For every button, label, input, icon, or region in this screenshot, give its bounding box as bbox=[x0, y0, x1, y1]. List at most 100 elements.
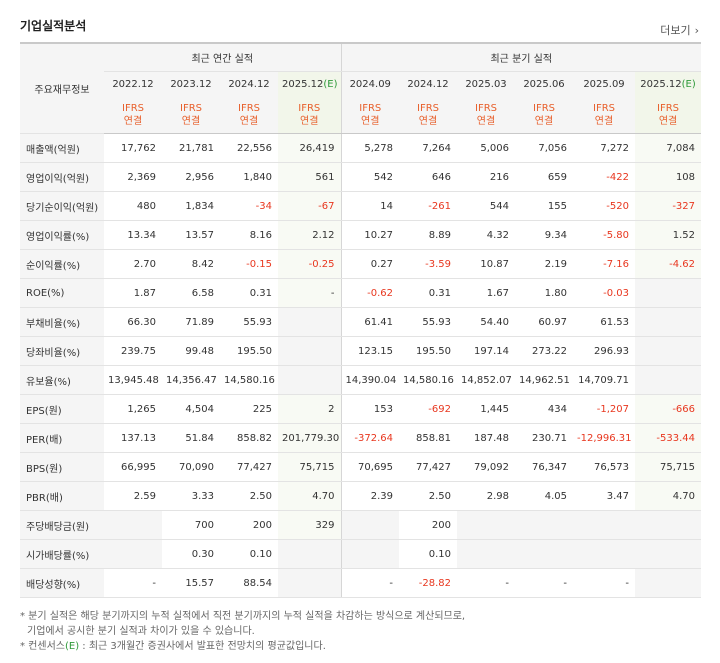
table-cell bbox=[457, 539, 515, 569]
period-header: 2025.09 bbox=[573, 71, 635, 96]
table-cell: -422 bbox=[573, 162, 635, 192]
table-cell bbox=[278, 365, 341, 395]
table-cell: 1,834 bbox=[162, 191, 220, 221]
period-label: 2025.09 bbox=[583, 78, 625, 90]
annual-group-header: 최근 연간 실적 bbox=[104, 43, 341, 72]
table-cell: 21,781 bbox=[162, 133, 220, 163]
period-label: 2024.12 bbox=[228, 78, 270, 90]
table-cell: 14 bbox=[340, 191, 399, 221]
table-cell: 200 bbox=[220, 510, 278, 540]
table-cell: 17,762 bbox=[104, 133, 162, 163]
table-cell: 230.71 bbox=[515, 423, 573, 453]
table-cell: -327 bbox=[635, 191, 702, 221]
basis-ifrs: IFRS bbox=[359, 102, 382, 114]
table-row: 유보율(%) 13,945.48 14,356.47 14,580.16 14,390.… bbox=[20, 365, 702, 395]
row-label: 당기순이익(억원) bbox=[20, 191, 104, 221]
table-cell bbox=[340, 539, 399, 569]
table-cell: 10.87 bbox=[457, 249, 515, 279]
period-header: 2024.12 bbox=[220, 71, 278, 96]
table-row: 시가배당률(%) 0.30 0.10 0.10 bbox=[20, 539, 702, 569]
table-cell: 1.52 bbox=[635, 220, 702, 250]
basis-header: IFRS 연결 bbox=[220, 96, 278, 134]
table-cell: 3.33 bbox=[162, 481, 220, 511]
table-cell bbox=[278, 307, 341, 337]
table-cell: -28.82 bbox=[399, 568, 457, 598]
table-cell bbox=[635, 568, 702, 598]
table-cell bbox=[573, 539, 635, 569]
table-cell: 10.27 bbox=[340, 220, 399, 250]
table-row: BPS(원) 66,995 70,090 77,427 75,715 70,695 77,4… bbox=[20, 452, 702, 482]
basis-ifrs: IFRS bbox=[657, 102, 680, 114]
table-cell: 0.31 bbox=[399, 278, 457, 308]
table-cell: 480 bbox=[104, 191, 162, 221]
table-row: PER(배) 137.13 51.84 858.82 201,779.30 -372.64… bbox=[20, 423, 702, 453]
table-cell bbox=[340, 510, 399, 540]
financial-table: 주요재무정보 최근 연간 실적 최근 분기 실적 2022.12 2023.12 2… bbox=[20, 42, 702, 598]
table-cell: 77,427 bbox=[399, 452, 457, 482]
basis-consolidated: 연결 bbox=[534, 115, 554, 127]
table-cell: 54.40 bbox=[457, 307, 515, 337]
table-cell: 0.10 bbox=[220, 539, 278, 569]
table-cell: 76,573 bbox=[573, 452, 635, 482]
note-2-suffix: : 최근 3개월간 증권사에서 발표한 전망치의 평균값입니다. bbox=[79, 641, 326, 652]
table-cell: 26,419 bbox=[278, 133, 341, 163]
table-cell: 14,390.04 bbox=[340, 365, 399, 395]
basis-header: IFRS 연결 bbox=[399, 96, 457, 134]
table-cell: 55.93 bbox=[399, 307, 457, 337]
basis-ifrs: IFRS bbox=[417, 102, 439, 114]
table-cell: -4.62 bbox=[635, 249, 702, 279]
table-cell: 296.93 bbox=[573, 336, 635, 366]
table-cell: -0.62 bbox=[340, 278, 399, 308]
period-header: 2025.12(E) bbox=[635, 71, 702, 96]
table-cell: 14,580.16 bbox=[399, 365, 457, 395]
row-label: 순이익률(%) bbox=[20, 249, 104, 279]
table-cell: 14,709.71 bbox=[573, 365, 635, 395]
table-cell: 646 bbox=[399, 162, 457, 192]
table-cell: 108 bbox=[635, 162, 702, 192]
table-cell: 14,580.16 bbox=[220, 365, 278, 395]
basis-header: IFRS 연결 bbox=[457, 96, 515, 134]
basis-ifrs: IFRS bbox=[475, 102, 497, 114]
table-cell: -261 bbox=[399, 191, 457, 221]
table-cell: 4.70 bbox=[635, 481, 702, 511]
basis-ifrs: IFRS bbox=[122, 102, 144, 114]
table-cell: 2.50 bbox=[399, 481, 457, 511]
table-cell bbox=[635, 539, 702, 569]
period-label: 2025.06 bbox=[523, 78, 565, 90]
table-cell: 858.81 bbox=[399, 423, 457, 453]
table-cell: 1,840 bbox=[220, 162, 278, 192]
table-row: 당좌비율(%) 239.75 99.48 195.50 123.15 195.50 197.… bbox=[20, 336, 702, 366]
row-label: 주당배당금(원) bbox=[20, 510, 104, 540]
period-label: 2025.12 bbox=[640, 78, 682, 90]
basis-ifrs: IFRS bbox=[533, 102, 555, 114]
basis-consolidated: 연결 bbox=[361, 115, 380, 127]
basis-ifrs: IFRS bbox=[238, 102, 260, 114]
table-cell: -34 bbox=[220, 191, 278, 221]
table-cell: 13.34 bbox=[104, 220, 162, 250]
row-label: 당좌비율(%) bbox=[20, 336, 104, 366]
row-label: 부채비율(%) bbox=[20, 307, 104, 337]
table-cell bbox=[635, 365, 702, 395]
table-cell: 66.30 bbox=[104, 307, 162, 337]
basis-header: IFRS 연결 bbox=[104, 96, 162, 134]
table-cell bbox=[278, 336, 341, 366]
table-row: 영업이익(억원) 2,369 2,956 1,840 561 542 646 216 659 -4… bbox=[20, 162, 702, 192]
table-cell: 1,265 bbox=[104, 394, 162, 424]
table-cell: 9.34 bbox=[515, 220, 573, 250]
note-1: * 분기 실적은 해당 분기까지의 누적 실적에서 직전 분기까지의 누적 실적… bbox=[20, 611, 466, 622]
table-cell: 7,272 bbox=[573, 133, 635, 163]
note-2-mark: (E) bbox=[64, 641, 80, 652]
period-label: 2025.03 bbox=[465, 78, 507, 90]
period-header: 2025.12(E) bbox=[278, 71, 341, 96]
table-cell: 13,945.48 bbox=[104, 365, 162, 395]
more-link[interactable]: 더보기 › bbox=[660, 22, 699, 38]
estimate-mark: (E) bbox=[323, 78, 338, 90]
table-cell: 70,090 bbox=[162, 452, 220, 482]
table-row: 매출액(억원) 17,762 21,781 22,556 26,419 5,278 7,26… bbox=[20, 133, 702, 163]
table-cell: -1,207 bbox=[573, 394, 635, 424]
table-cell: 225 bbox=[220, 394, 278, 424]
table-cell: 2 bbox=[278, 394, 341, 424]
table-cell: -12,996.31 bbox=[573, 423, 635, 453]
table-cell bbox=[278, 568, 341, 598]
basis-ifrs: IFRS bbox=[593, 102, 615, 114]
